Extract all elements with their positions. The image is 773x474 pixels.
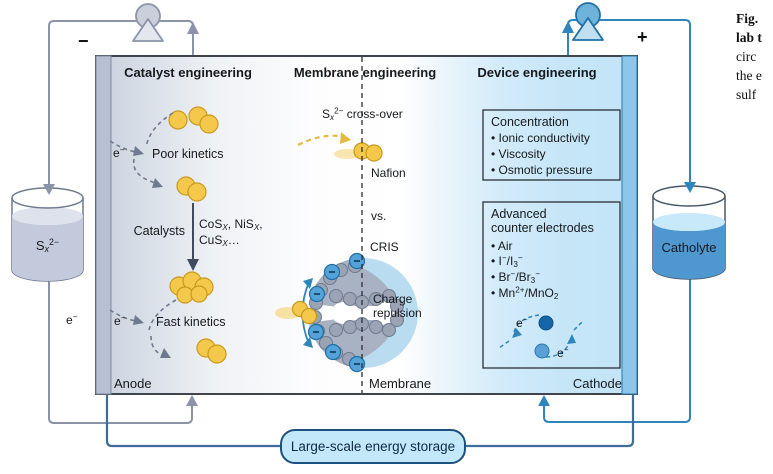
concentration-box-title: Concentration [491, 115, 569, 129]
cathode-label: Cathode [572, 376, 622, 391]
pipe-flow-arrows [43, 21, 696, 406]
device-engineering-header: Device engineering [477, 65, 597, 80]
anode-current-collector [95, 55, 112, 395]
figure-caption: Fig. lab t circ the e sulf [736, 9, 773, 104]
vs-label: vs. [371, 209, 387, 223]
cathode-current-collector [621, 55, 638, 395]
electrodes-bullet-manganese: • Mn2+/MnO2 [491, 285, 559, 302]
catholyte-tank-label: Catholyte [661, 240, 717, 255]
electrodes-bullet-bromide: • Br−/Br3− [491, 269, 540, 286]
concentration-bullet-3: • Osmotic pressure [491, 163, 593, 177]
electron-label-circuit: e− [66, 312, 78, 327]
membrane-engineering-header: Membrane engineering [293, 65, 437, 80]
charge-repulsion-line1: Charge [373, 292, 413, 306]
device-boxes [482, 109, 621, 369]
electrodes-bullet-air: • Air [491, 239, 513, 253]
catalysts-label: Catalysts [133, 224, 185, 238]
crossover-label: Sx2− cross-over [322, 106, 403, 123]
poor-kinetics-label: Poor kinetics [152, 147, 224, 161]
caption-line: Fig. [736, 11, 759, 26]
caption-line: circ [736, 49, 757, 64]
polysulfide-clusters [168, 106, 227, 364]
anolyte-tank [11, 187, 84, 282]
electron-label-cycle-top: e− [516, 315, 528, 330]
energy-storage-label: Large-scale energy storage [280, 429, 466, 464]
caption-line: lab t [736, 30, 762, 45]
electrodes-bullet-iodide: • I−/I3− [491, 253, 523, 270]
charge-repulsion-line2: repulsion [373, 306, 422, 320]
catalyst-formula-line2: CuSX… [199, 233, 240, 249]
counter-electrodes-box [482, 201, 621, 369]
electrodes-box-title-line1: Advanced [491, 207, 547, 221]
catalyst-engineering-header: Catalyst engineering [124, 65, 252, 80]
kinetics-arrowheads [133, 146, 171, 358]
anode-label: Anode [114, 376, 152, 391]
electron-label-cycle-bottom: e− [557, 345, 569, 360]
positive-terminal-sign: + [637, 27, 648, 47]
cris-membrane-graphic [275, 252, 418, 373]
anolyte-tank-label: Sx2− [35, 237, 60, 255]
electron-label-fast: e− [114, 313, 126, 328]
caption-line: the e [736, 68, 762, 83]
electrodes-box-title-line2: counter electrodes [491, 221, 594, 235]
electron-label-poor: e− [113, 145, 125, 160]
caption-line: sulf [736, 87, 757, 102]
electron-cycle [498, 314, 583, 359]
anolyte-pump-icon [132, 3, 164, 42]
negative-terminal-sign: − [78, 31, 89, 51]
catalyst-formula-line1: CoSX, NiSX, [199, 217, 263, 233]
membrane-label: Membrane [369, 376, 432, 391]
cris-label: CRIS [370, 240, 399, 254]
catholyte-pump-icon [572, 2, 604, 41]
concentration-bullet-1: • Ionic conductivity [491, 131, 590, 145]
catholyte-tank [652, 185, 726, 280]
fast-kinetics-label: Fast kinetics [156, 315, 226, 329]
catalyst-arrow [187, 203, 199, 271]
concentration-bullet-2: • Viscosity [491, 147, 546, 161]
concentration-box [482, 109, 621, 181]
nafion-label: Nafion [371, 166, 406, 180]
